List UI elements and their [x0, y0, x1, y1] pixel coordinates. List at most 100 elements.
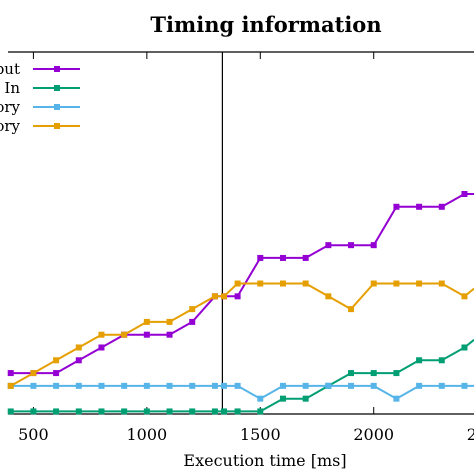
data-point: [121, 382, 128, 389]
data-point: [393, 280, 400, 287]
data-point: [211, 408, 218, 415]
data-point: [416, 203, 423, 210]
data-point: [393, 370, 400, 377]
data-point: [461, 190, 468, 197]
data-point: [220, 293, 227, 300]
data-point: [348, 306, 355, 313]
data-point: [302, 280, 309, 287]
x-tick-label: 500: [18, 425, 49, 444]
legend-label: Memory: [0, 117, 21, 135]
legend-swatch-marker: [54, 123, 60, 129]
data-point: [220, 382, 227, 389]
series-line: [10, 339, 474, 413]
data-point: [189, 318, 196, 325]
legend-swatch-marker: [54, 85, 60, 91]
data-point: [370, 370, 377, 377]
data-point: [325, 293, 332, 300]
data-point: [302, 254, 309, 261]
data-point: [438, 280, 445, 287]
data-point: [220, 408, 227, 415]
plot-frame: [8, 51, 474, 415]
data-point: [121, 331, 128, 338]
x-tick-label: 1000: [126, 425, 167, 444]
data-point: [325, 242, 332, 249]
data-point: [348, 382, 355, 389]
data-point: [166, 331, 173, 338]
data-point: [98, 331, 105, 338]
data-point: [7, 382, 14, 389]
data-point: [279, 382, 286, 389]
data-point: [30, 382, 37, 389]
data-point: [438, 382, 445, 389]
data-point: [370, 382, 377, 389]
chart-title: Timing information: [150, 12, 381, 37]
data-point: [234, 293, 241, 300]
data-point: [53, 382, 60, 389]
data-point: [75, 344, 82, 351]
series-0: [7, 190, 474, 377]
data-point: [438, 357, 445, 364]
data-point: [302, 395, 309, 402]
data-point: [211, 293, 218, 300]
data-point: [166, 382, 173, 389]
legend-swatch-marker: [54, 66, 60, 72]
data-point: [189, 408, 196, 415]
x-axis-ticks: 500 1000 1500 2000 2500: [18, 52, 474, 444]
data-point: [53, 370, 60, 377]
data-point: [30, 408, 37, 415]
data-point: [53, 408, 60, 415]
data-point: [234, 280, 241, 287]
data-point: [302, 382, 309, 389]
data-point: [143, 318, 150, 325]
data-point: [279, 395, 286, 402]
series-2: [7, 382, 474, 402]
data-point: [189, 306, 196, 313]
data-point: [7, 370, 14, 377]
data-point: [7, 408, 14, 415]
data-point: [257, 254, 264, 261]
data-point: [166, 408, 173, 415]
data-point: [75, 408, 82, 415]
data-point: [416, 382, 423, 389]
legend-label: Memory: [0, 98, 21, 116]
data-point: [189, 382, 196, 389]
data-point: [75, 382, 82, 389]
series-layer: [7, 190, 474, 415]
x-tick-label: 1500: [240, 425, 281, 444]
data-point: [75, 357, 82, 364]
series-3: [7, 280, 474, 389]
series-1: [7, 339, 474, 415]
data-point: [416, 357, 423, 364]
data-point: [257, 408, 264, 415]
x-tick-label: 2500: [467, 425, 474, 444]
data-point: [257, 395, 264, 402]
data-point: [370, 280, 377, 287]
data-point: [234, 408, 241, 415]
x-axis-label: Execution time [ms]: [183, 451, 346, 470]
data-point: [370, 242, 377, 249]
data-point: [438, 203, 445, 210]
series-line: [10, 282, 474, 387]
data-point: [30, 370, 37, 377]
data-point: [348, 370, 355, 377]
data-point: [393, 395, 400, 402]
data-point: [393, 203, 400, 210]
data-point: [348, 242, 355, 249]
legend-label: Output: [0, 60, 20, 78]
data-point: [211, 382, 218, 389]
legend: OutputData InMemoryMemory: [0, 60, 80, 135]
legend-label: Data In: [0, 79, 20, 97]
data-point: [143, 382, 150, 389]
data-point: [143, 331, 150, 338]
data-point: [98, 344, 105, 351]
data-point: [166, 318, 173, 325]
data-point: [279, 280, 286, 287]
data-point: [53, 357, 60, 364]
data-point: [461, 293, 468, 300]
data-point: [325, 382, 332, 389]
data-point: [279, 254, 286, 261]
data-point: [416, 280, 423, 287]
data-point: [461, 344, 468, 351]
data-point: [234, 382, 241, 389]
